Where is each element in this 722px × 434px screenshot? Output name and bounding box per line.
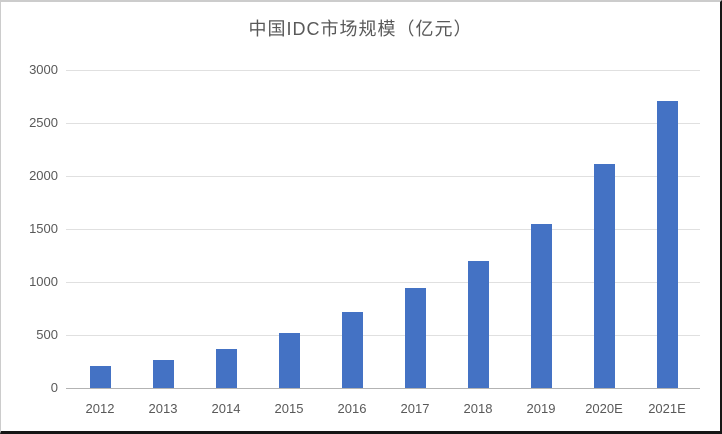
- x-tick-label: 2017: [400, 401, 430, 416]
- bar: [89, 365, 111, 388]
- y-tick-label: 1000: [29, 274, 58, 289]
- y-tick-label: 0: [50, 380, 58, 395]
- x-axis-line: [66, 388, 700, 389]
- bar: [341, 312, 363, 388]
- bar: [152, 360, 174, 388]
- bar: [404, 287, 426, 388]
- x-tick-label: 2013: [148, 401, 178, 416]
- x-tick-label: 2018: [463, 401, 493, 416]
- x-tick-label: 2021E: [648, 401, 686, 416]
- bar: [530, 223, 552, 388]
- bar: [215, 348, 237, 388]
- x-tick-label: 2016: [337, 401, 367, 416]
- y-tick-label: 2000: [29, 168, 58, 183]
- gridline: [66, 282, 700, 283]
- x-tick-label: 2012: [85, 401, 115, 416]
- chart-title: 中国IDC市场规模（亿元）: [248, 19, 473, 39]
- bar: [467, 260, 489, 388]
- gridline: [66, 70, 700, 71]
- gridline: [66, 123, 700, 124]
- y-tick-label: 2500: [29, 115, 58, 130]
- x-tick-label: 2019: [526, 401, 556, 416]
- bar: [278, 332, 300, 388]
- x-tick-label: 2014: [211, 401, 241, 416]
- x-tick-label: 2020E: [585, 401, 623, 416]
- bar: [593, 164, 615, 388]
- y-tick-label: 500: [36, 327, 58, 342]
- y-tick-label: 1500: [29, 221, 58, 236]
- y-tick-label: 3000: [29, 62, 58, 77]
- x-tick-label: 2015: [274, 401, 304, 416]
- gridline: [66, 335, 700, 336]
- gridline: [66, 229, 700, 230]
- bar: [656, 100, 678, 388]
- gridline: [66, 176, 700, 177]
